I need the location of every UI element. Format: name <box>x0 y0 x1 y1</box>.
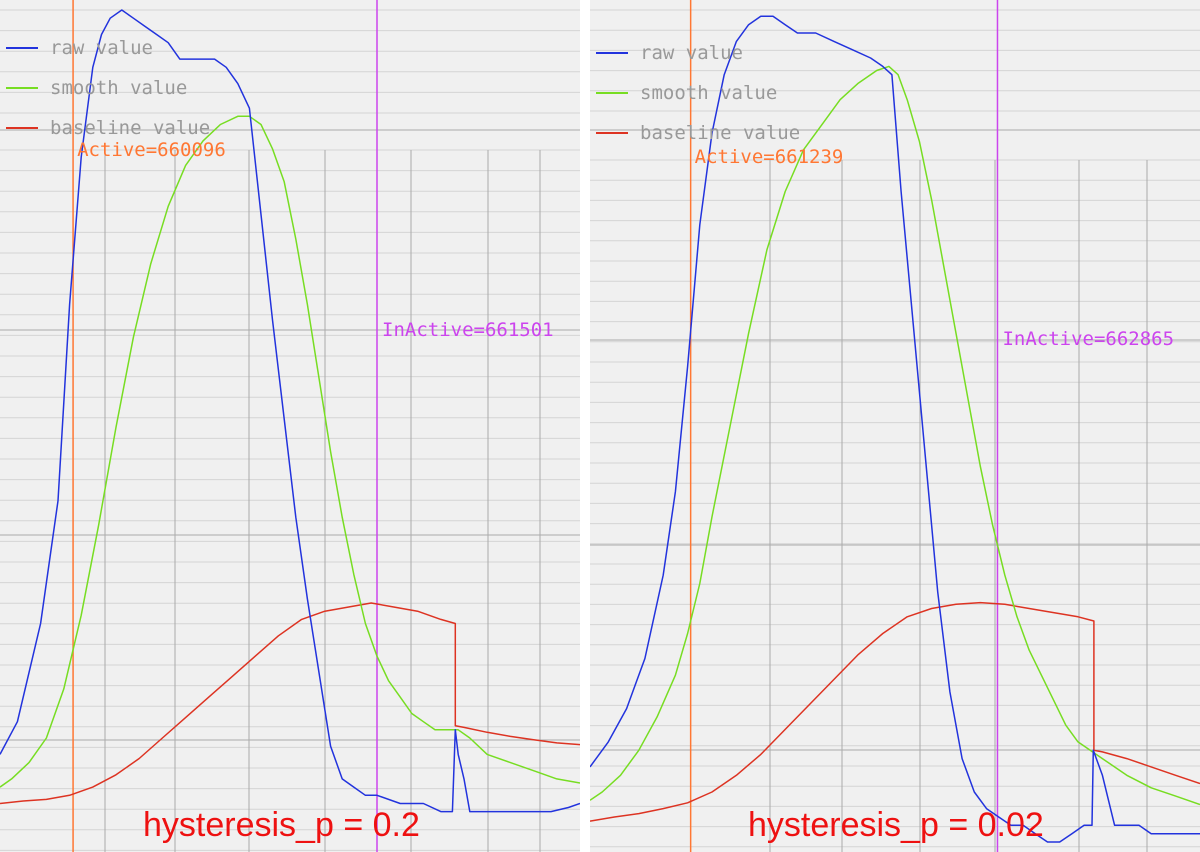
marks-left <box>0 0 580 852</box>
grid-right <box>590 9 1200 852</box>
series-line-baseline <box>0 602 580 805</box>
legend-label-raw: raw value <box>640 42 743 64</box>
series-line-raw <box>590 15 1200 843</box>
chart-caption: hysteresis_p = 0.02 <box>748 806 1044 844</box>
chart-caption: hysteresis_p = 0.2 <box>143 806 420 844</box>
active-marker-label: Active=660096 <box>77 139 226 161</box>
legend-label-smooth: smooth value <box>640 82 777 104</box>
legend-left: raw value smooth value baseline value <box>6 37 210 139</box>
chart-right: raw value smooth value baseline value Ac… <box>590 0 1200 852</box>
series-line-smooth <box>590 65 1200 806</box>
marks-right <box>590 0 1200 852</box>
inactive-marker-label: InActive=662865 <box>1002 328 1174 350</box>
legend-right: raw value smooth value baseline value <box>596 42 800 144</box>
series-line-raw <box>0 9 580 813</box>
legend-label-baseline: baseline value <box>640 122 800 144</box>
active-marker-label: Active=661239 <box>695 146 844 168</box>
grid-left <box>0 9 580 852</box>
legend-label-baseline: baseline value <box>50 117 210 139</box>
series-line-smooth <box>0 115 580 788</box>
chart-panel-left: raw value smooth value baseline value Ac… <box>0 0 580 852</box>
inactive-marker-label: InActive=661501 <box>382 319 554 341</box>
series-line-baseline <box>590 601 1200 822</box>
legend-label-smooth: smooth value <box>50 77 187 99</box>
legend-label-raw: raw value <box>50 37 153 59</box>
chart-left: raw value smooth value baseline value Ac… <box>0 0 580 852</box>
chart-panel-right: raw value smooth value baseline value Ac… <box>590 0 1200 852</box>
